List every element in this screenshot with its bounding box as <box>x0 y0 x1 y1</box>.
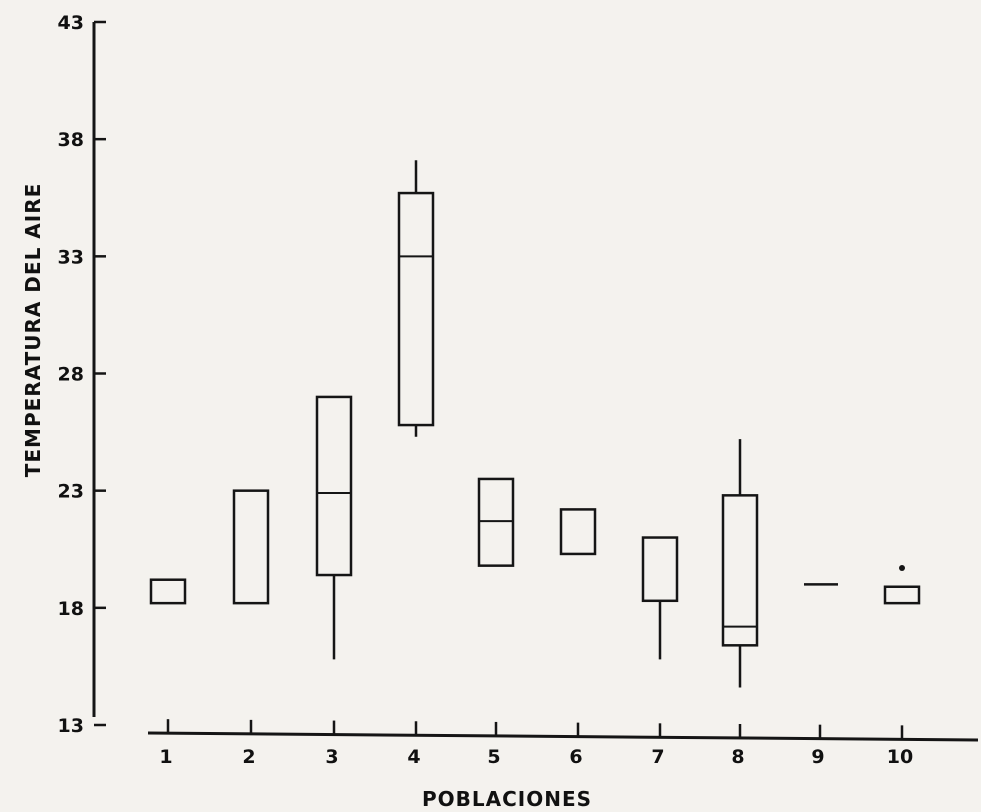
y-tick-label: 38 <box>58 129 84 151</box>
y-tick-label: 23 <box>58 481 84 503</box>
x-ticks: 1 2 3 4 5 6 7 8 9 10 <box>159 719 913 768</box>
x-tick-label: 3 <box>325 746 338 768</box>
box-rect <box>149 578 187 605</box>
boxes <box>149 160 921 688</box>
box-rect <box>232 489 270 605</box>
y-ticks: 13 18 23 28 33 38 43 <box>58 12 106 737</box>
x-tick-label: 2 <box>242 746 255 768</box>
x-tick-label: 4 <box>407 746 420 768</box>
x-tick-label: 1 <box>159 746 172 768</box>
box-rect <box>721 494 759 647</box>
x-tick-label: 5 <box>487 746 500 768</box>
box-rect <box>641 536 679 603</box>
x-axis-title: POBLACIONES <box>422 787 592 811</box>
y-tick-label: 28 <box>58 364 84 386</box>
box-rect <box>397 191 435 427</box>
box-group <box>883 564 921 605</box>
y-tick-label: 13 <box>58 715 84 737</box>
x-tick-label: 7 <box>651 746 664 768</box>
x-tick-label: 10 <box>887 746 913 768</box>
box-group <box>397 160 435 437</box>
box-group <box>232 489 270 605</box>
y-axis-title: TEMPERATURA DEL AIRE <box>21 183 45 478</box>
box-group <box>477 477 515 567</box>
box-group <box>559 508 597 556</box>
box-group <box>149 578 187 605</box>
x-tick-label: 6 <box>569 746 582 768</box>
x-tick-label: 9 <box>811 746 824 768</box>
box-rect <box>315 395 353 577</box>
x-tick-label: 8 <box>731 746 744 768</box>
y-tick-label: 33 <box>58 246 84 268</box>
y-tick-label: 18 <box>58 598 84 620</box>
box-rect <box>559 508 597 556</box>
x-axis-line <box>147 731 979 742</box>
box-group <box>641 536 679 660</box>
box-outlier <box>899 564 905 571</box>
box-rect <box>883 585 921 605</box>
box-rect <box>477 477 515 567</box>
y-tick-label: 43 <box>58 12 84 34</box>
box-group <box>315 395 353 660</box>
box-group <box>721 439 759 688</box>
